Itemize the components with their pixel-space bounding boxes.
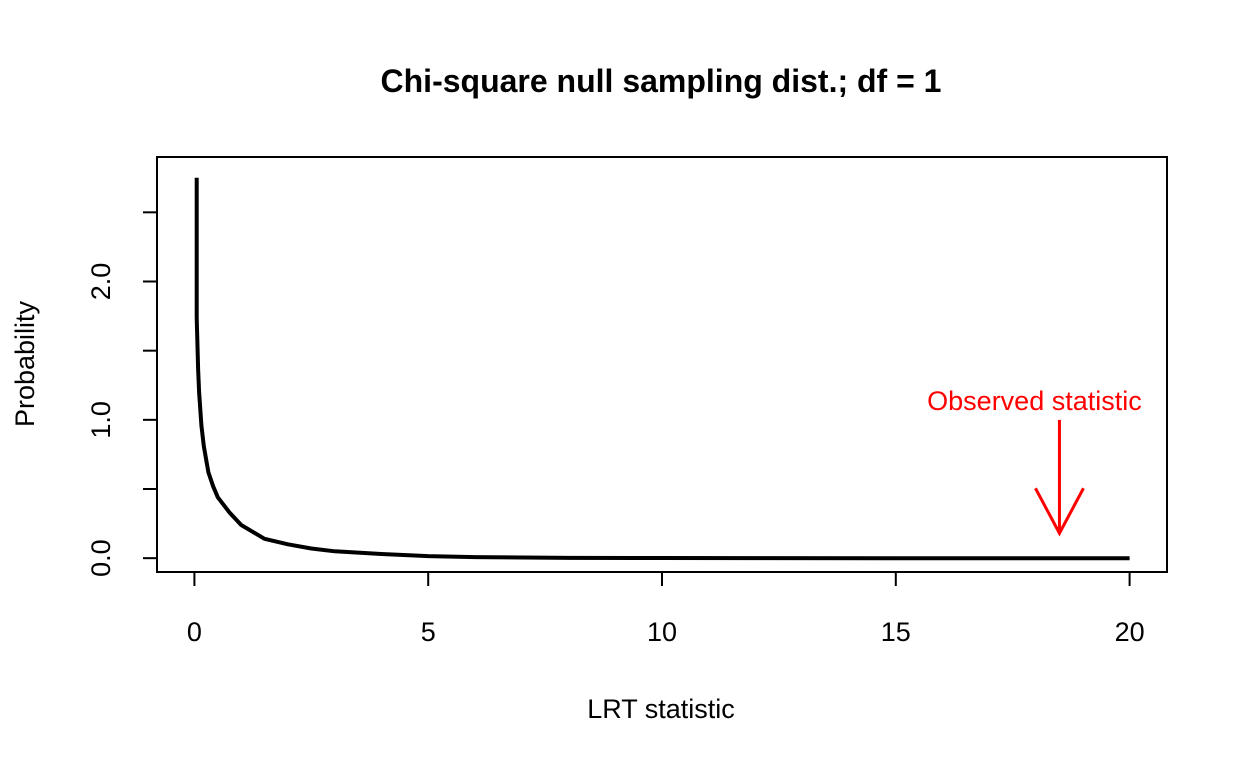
y-tick-label: 2.0 xyxy=(86,263,116,301)
x-tick-label: 15 xyxy=(881,617,911,647)
x-tick-label: 5 xyxy=(421,617,436,647)
y-axis-label: Probability xyxy=(10,300,40,427)
series-line xyxy=(194,177,1130,561)
x-axis: 0 5 10 15 20 xyxy=(187,571,1145,647)
x-tick-label: 10 xyxy=(647,617,677,647)
plot-frame xyxy=(156,156,1168,573)
x-axis-label: LRT statistic xyxy=(587,694,735,724)
annotation-layer: Observed statistic xyxy=(927,386,1142,537)
y-axis: 0.0 1.0 2.0 xyxy=(86,211,158,577)
annotation-arrow-head xyxy=(1034,487,1085,537)
series-layer xyxy=(194,177,1130,561)
y-tick-label: 0.0 xyxy=(86,539,116,577)
y-tick-label: 1.0 xyxy=(86,401,116,439)
x-tick-label: 0 xyxy=(187,617,202,647)
x-tick-label: 20 xyxy=(1115,617,1145,647)
chart-title: Chi-square null sampling dist.; df = 1 xyxy=(381,63,942,99)
annotation-label: Observed statistic xyxy=(927,386,1142,416)
